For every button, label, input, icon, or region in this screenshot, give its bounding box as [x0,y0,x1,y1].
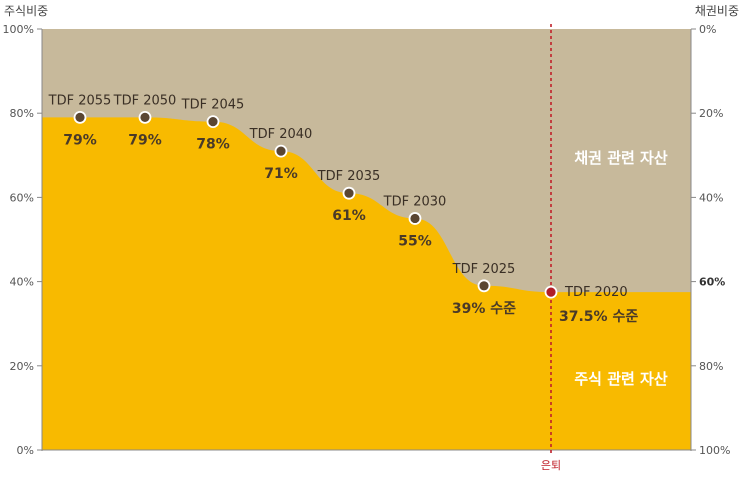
left-axis-title: 주식비중 [4,4,48,18]
data-point-marker [138,111,152,124]
data-point-name: TDF 2025 [452,262,516,277]
bond-region-label: 채권 관련 자산 [574,149,667,167]
right-tick-label: 80% [699,360,723,373]
data-point-marker [544,285,558,299]
data-point-marker [477,279,491,293]
right-axis-title: 채권비중 [695,4,739,18]
data-point-value: 79% [63,132,97,148]
data-point-value: 61% [332,208,366,224]
retirement-label: 은퇴 [541,459,561,472]
right-tick-group: 0% 20% 40% 60% 80% 100% [691,23,730,457]
data-point-name: TDF 2030 [383,194,447,209]
data-point-name: TDF 2035 [317,169,381,184]
equity-area [42,117,691,450]
left-tick-label: 100% [3,23,34,36]
right-tick-label: 60% [699,276,725,289]
data-point-marker [408,212,422,225]
right-tick-label: 100% [699,444,730,457]
left-tick-label: 40% [10,276,34,289]
data-point-name: TDF 2045 [181,98,245,113]
right-tick-label: 40% [699,191,723,204]
left-tick-label: 0% [17,444,34,457]
data-point-group: TDF 2055 79% TDF 2050 79% TDF 2045 78% TDF 204… [48,93,639,325]
equity-region-label: 주식 관련 자산 [574,370,667,388]
right-tick-label: 0% [699,23,716,36]
data-point-marker [206,115,220,129]
data-point-value: 78% [196,137,230,153]
data-point-name: TDF 2050 [113,93,177,108]
left-tick-label: 60% [10,191,34,204]
data-point-name: TDF 2055 [48,93,112,108]
data-point-marker [342,186,356,200]
data-point-value: 39% 수준 [452,301,516,317]
data-point-name: TDF 2020 [564,285,628,300]
left-tick-label: 20% [10,360,34,373]
left-tick-group: 100% 80% 60% 40% 20% 0% [3,23,42,457]
data-point-name: TDF 2040 [249,127,313,142]
right-tick-label: 20% [699,107,723,120]
data-point-marker [73,111,87,124]
data-point-value: 55% [398,233,432,249]
data-point-value: 71% [264,166,298,182]
left-tick-label: 80% [10,107,34,120]
data-point-marker [274,144,288,158]
data-point-value: 37.5% 수준 [559,309,638,325]
data-point-value: 79% [128,132,162,148]
